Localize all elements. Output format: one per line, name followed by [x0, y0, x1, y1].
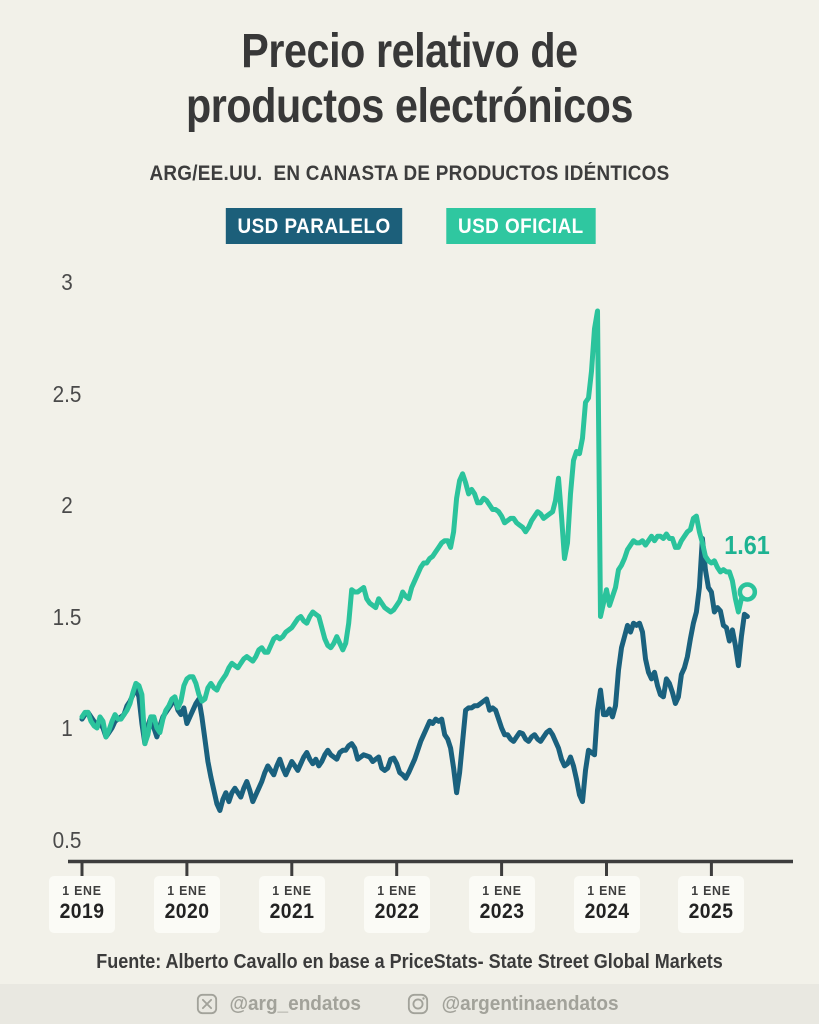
y-tick-label-0.5: 0.5 [52, 826, 82, 853]
legend-badge-usd-paralelo: USD PARALELO [225, 208, 402, 244]
x-tick-prefix: 1 ENE [481, 883, 522, 898]
x-logo-icon [196, 993, 218, 1015]
x-tick-card-2025: 1 ENE 2025 [678, 876, 745, 933]
x-tick-year: 2025 [688, 900, 734, 923]
last-value-annotation: 1.61 [724, 529, 771, 560]
x-tick-year: 2021 [269, 900, 315, 923]
x-tick-card-2019: 1 ENE 2019 [49, 876, 115, 933]
y-tick-label-2.5: 2.5 [52, 380, 82, 407]
x-tick-card-2024: 1 ENE 2024 [573, 876, 640, 933]
x-tick-card-2021: 1 ENE 2021 [258, 876, 325, 933]
instagram-handle: @argentinaendatos [441, 992, 619, 1015]
title-line-1: Precio relativo de [241, 25, 578, 78]
legend-badge-usd-oficial: USD OFICIAL [446, 208, 596, 244]
x-tick-card-2020: 1 ENE 2020 [153, 876, 220, 933]
series-line-usd-oficial [79, 308, 750, 747]
y-tick-label-3: 3 [61, 269, 73, 295]
y-tick-label-1.5: 1.5 [52, 603, 82, 630]
end-marker [737, 582, 758, 602]
page-title: Precio relativo de productos electrónico… [57, 24, 761, 134]
x-tick-prefix: 1 ENE [376, 883, 417, 898]
x-tick-prefix: 1 ENE [691, 883, 732, 898]
x-tick-year: 2020 [164, 900, 210, 923]
social-band: @arg_endatos @argentinaendatos [0, 984, 819, 1024]
x-tick-prefix: 1 ENE [586, 883, 627, 898]
x-tick-year: 2019 [59, 900, 105, 923]
x-tick-year: 2024 [584, 900, 629, 923]
x-tick-card-2023: 1 ENE 2023 [468, 876, 535, 933]
title-line-2: productos electrónicos [185, 80, 633, 133]
x-tick-prefix: 1 ENE [62, 883, 102, 898]
source-credit: Fuente: Alberto Cavallo en base a PriceS… [96, 951, 723, 973]
x-tick-year: 2022 [374, 900, 420, 923]
series-line-usd-paralelo [79, 536, 750, 813]
x-tick-prefix: 1 ENE [167, 883, 207, 898]
legend: USD PARALELO USD OFICIAL [0, 208, 819, 244]
y-tick-label-2: 2 [61, 492, 73, 518]
x-tick-prefix: 1 ENE [272, 883, 312, 898]
instagram-logo-icon [407, 993, 429, 1015]
social-item-instagram: @argentinaendatos [407, 993, 623, 1016]
x-tick-year: 2023 [479, 900, 525, 923]
x-tick-card-2022: 1 ENE 2022 [363, 876, 430, 933]
x-handle: @arg_endatos [229, 992, 362, 1015]
social-item-x: @arg_endatos [196, 993, 364, 1016]
chart-subtitle: ARG/EE.UU. EN CANASTA DE PRODUCTOS IDÉNT… [149, 162, 670, 185]
y-tick-label-1: 1 [61, 715, 73, 741]
